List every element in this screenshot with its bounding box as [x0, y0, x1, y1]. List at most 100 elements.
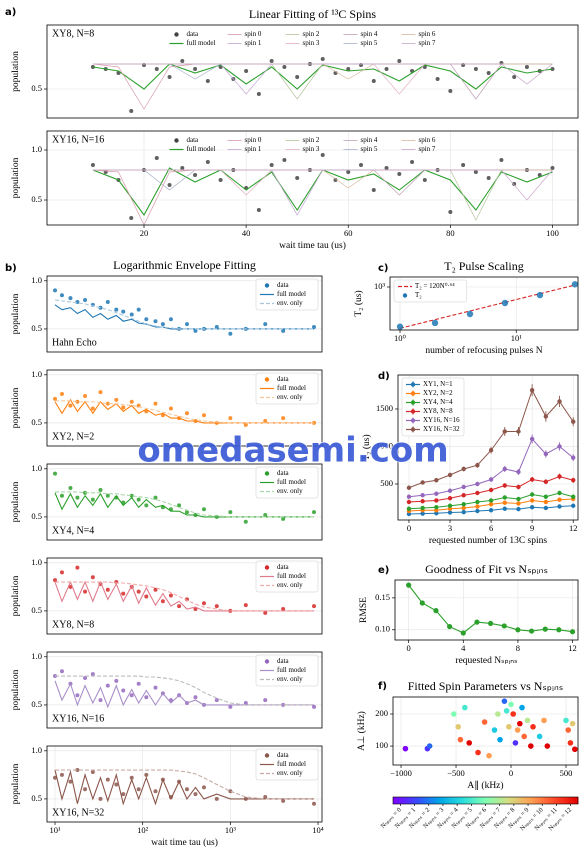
- x-axis-label: requested number of 13C spins: [429, 535, 548, 546]
- data-point: [487, 620, 494, 627]
- data-point: [543, 414, 549, 419]
- data-point: [153, 319, 158, 324]
- series-line: [54, 299, 315, 330]
- data-point: [502, 466, 507, 472]
- y-tick-label: 1.0: [31, 275, 42, 285]
- data-point: [75, 399, 80, 404]
- data-point: [420, 499, 425, 504]
- x-tick-label: 10⁴: [312, 825, 324, 835]
- legend-label: XY16, N=32: [423, 425, 460, 433]
- colorbar-segment: [550, 797, 554, 804]
- plot-frame: [46, 369, 323, 447]
- annotation: XY8, N=8: [52, 28, 94, 39]
- data-point: [435, 77, 440, 81]
- y-axis-label: population: [11, 387, 21, 428]
- data-point: [426, 743, 433, 749]
- data-point: [516, 501, 521, 506]
- colorbar-segment: [445, 797, 449, 804]
- data-point: [406, 582, 412, 588]
- legend-label: env. only: [277, 393, 303, 401]
- colorbar-segment: [553, 797, 557, 804]
- x-tick-label: 10²: [137, 825, 149, 835]
- data-point: [447, 488, 453, 493]
- data-point: [243, 519, 248, 524]
- legend-label: full model: [277, 384, 306, 392]
- series-line: [55, 769, 315, 800]
- y-tick-label: 1.0: [31, 144, 42, 154]
- x-axis-label: A∥ (kHz): [467, 780, 503, 791]
- data-point: [543, 494, 549, 499]
- data-point: [536, 291, 544, 299]
- data-point: [83, 393, 88, 398]
- data-point: [371, 79, 376, 83]
- plot-area: [406, 384, 576, 517]
- data-point: [473, 170, 478, 174]
- panel-label: e): [378, 565, 389, 576]
- y-tick-label: 0.5: [31, 699, 42, 709]
- data-point: [184, 411, 189, 416]
- data-point: [519, 704, 525, 711]
- colorbar-segment: [426, 797, 431, 804]
- data-point: [397, 172, 402, 176]
- legend-label: T₂ = 120N⁰·⁶⁴: [415, 282, 455, 290]
- y-tick-label: 0.5: [31, 194, 42, 204]
- panel: 0.5 Linear Fitting of ¹³C Spins a) populati…: [5, 7, 579, 119]
- data-point: [114, 397, 119, 402]
- data-point: [312, 801, 317, 806]
- colorbar-segment: [485, 797, 489, 804]
- legend-swatch: [264, 565, 270, 570]
- data-point: [75, 495, 80, 500]
- data-point: [129, 693, 134, 698]
- data-point: [129, 216, 134, 220]
- series-line: [55, 675, 315, 706]
- data-point: [488, 448, 494, 453]
- data-point: [466, 740, 473, 746]
- legend-label: data: [277, 375, 290, 383]
- data-point: [263, 418, 268, 423]
- panel-label: d): [378, 371, 390, 382]
- x-tick-label: 20: [140, 228, 149, 238]
- chart-title: Logarithmic Envelope Fitting: [113, 258, 256, 272]
- data-point: [419, 600, 425, 606]
- data-point: [320, 57, 325, 61]
- series-line: [54, 769, 315, 806]
- colorbar-segment: [451, 797, 456, 804]
- data-point: [312, 510, 317, 515]
- y-tick-label: 500: [380, 478, 393, 488]
- data-point: [184, 510, 189, 515]
- data-point: [129, 775, 134, 780]
- plot-frame: [46, 745, 323, 823]
- colorbar-segment: [442, 797, 446, 804]
- data-point: [571, 281, 578, 288]
- legend-swatch: [410, 409, 416, 414]
- data-point: [461, 502, 466, 507]
- colorbar-segment: [494, 797, 499, 804]
- legend-label: spin 6: [419, 30, 436, 38]
- data-point: [406, 485, 412, 490]
- data-point: [529, 492, 535, 497]
- plot-frame: [397, 374, 579, 521]
- y-tick-label: 200: [375, 708, 388, 718]
- data-point: [495, 711, 501, 717]
- data-point: [269, 163, 274, 167]
- data-point: [501, 299, 509, 307]
- legend-label: spin 4: [361, 136, 378, 144]
- y-axis-label: population: [11, 293, 21, 334]
- x-tick-label: 10¹: [511, 333, 523, 343]
- data-point: [105, 683, 110, 688]
- legend-label: data: [187, 30, 200, 38]
- colorbar-segment: [436, 797, 440, 804]
- data-point: [516, 469, 521, 475]
- colorbar-segment: [482, 797, 486, 804]
- legend-label: spin 1: [245, 145, 262, 153]
- data-point: [136, 589, 141, 594]
- colorbar-segment: [559, 797, 563, 804]
- data-point: [502, 506, 507, 511]
- plot-area: [396, 281, 578, 330]
- data-point: [160, 599, 165, 604]
- data-point: [499, 158, 504, 162]
- data-point: [406, 494, 412, 499]
- legend-label: data: [277, 469, 290, 477]
